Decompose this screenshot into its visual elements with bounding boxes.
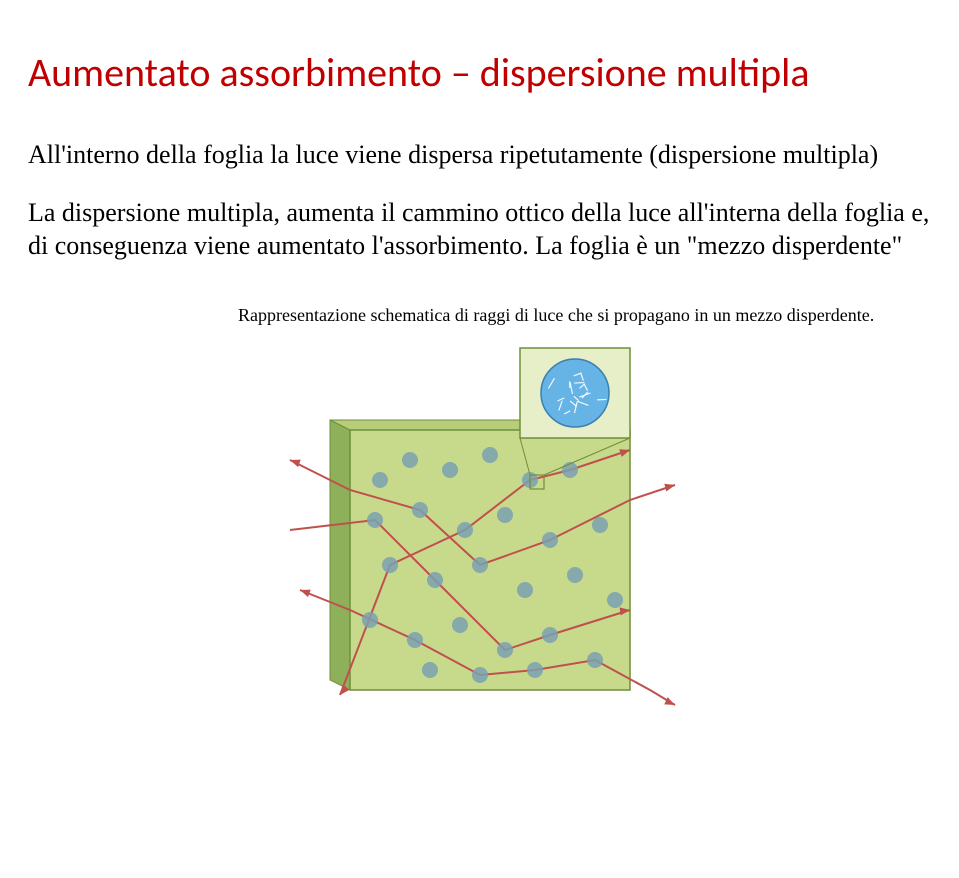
page-title: Aumentato assorbimento – dispersione mul… bbox=[28, 51, 931, 95]
paragraph-2: La dispersione multipla, aumenta il camm… bbox=[28, 197, 931, 262]
diagram-wrap bbox=[28, 340, 931, 720]
diagram-caption: Rappresentazione schematica di raggi di … bbox=[238, 304, 891, 327]
scattering-diagram bbox=[280, 340, 680, 720]
caption-wrap: Rappresentazione schematica di raggi di … bbox=[238, 304, 891, 327]
paragraph-1: All'interno della foglia la luce viene d… bbox=[28, 139, 931, 172]
